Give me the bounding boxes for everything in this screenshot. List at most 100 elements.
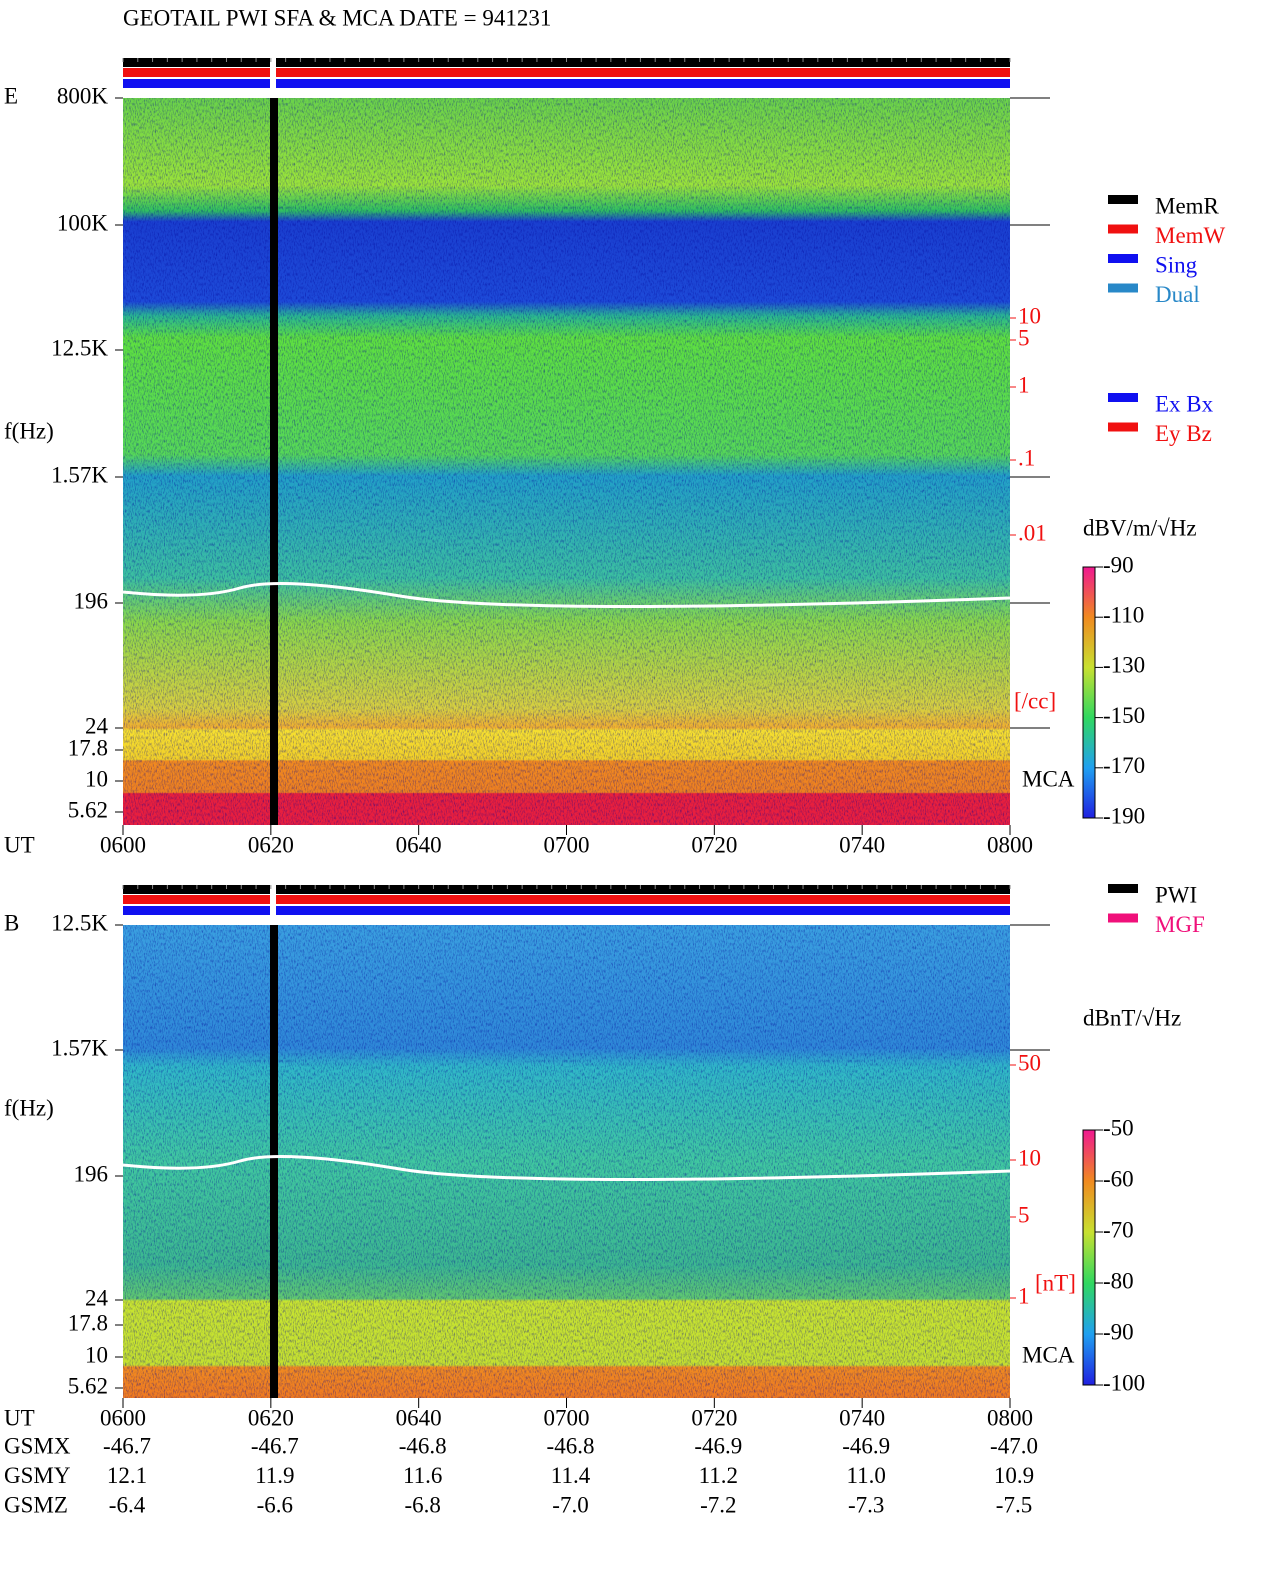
orbit-label: GSMY — [4, 1463, 71, 1488]
status-bar-blue — [123, 906, 1010, 915]
colorbar-unit: dBnT/√Hz — [1083, 1005, 1181, 1030]
status-bar-black — [123, 58, 1010, 67]
orbit-value: 12.1 — [107, 1463, 147, 1488]
density-tick-label: 5 — [1018, 325, 1030, 350]
data-gap — [270, 925, 278, 1398]
y-axis-label: f(Hz) — [4, 418, 54, 443]
colorbar-tick-label: -80 — [1103, 1268, 1134, 1293]
status-bar-blue — [123, 79, 1010, 88]
density-unit: [nT] — [1035, 1270, 1076, 1295]
x-tick-label: 0640 — [396, 1405, 442, 1430]
y-tick-label: 12.5K — [51, 335, 108, 360]
density-tick-label: 10 — [1018, 303, 1041, 328]
legend-label: Dual — [1155, 282, 1200, 307]
y-tick-label: 12.5K — [51, 910, 108, 935]
status-bar-black — [123, 885, 1010, 894]
colorbar-tick-label: -190 — [1103, 803, 1145, 828]
colorbar-tick-label: -150 — [1103, 703, 1145, 728]
orbit-value: -7.3 — [848, 1492, 884, 1517]
y-tick-label: 17.8 — [68, 1310, 108, 1335]
density-tick-label: 5 — [1018, 1202, 1030, 1227]
y-tick-label: 17.8 — [68, 735, 108, 760]
status-bar-red — [123, 895, 1010, 904]
data-gap — [270, 98, 278, 825]
y-tick-label: 1.57K — [51, 1035, 108, 1060]
colorbar — [1082, 566, 1096, 819]
x-axis-label: UT — [4, 832, 35, 857]
legend-swatch — [1108, 393, 1138, 402]
legend-swatch — [1108, 913, 1138, 923]
orbit-value: -6.4 — [109, 1492, 146, 1517]
y-tick-label: 10 — [85, 766, 108, 791]
plasma-line — [122, 1155, 1011, 1182]
legend-label: MemR — [1155, 193, 1220, 218]
orbit-value: -7.0 — [552, 1492, 588, 1517]
orbit-value: 11.9 — [255, 1463, 294, 1488]
orbit-value: 10.9 — [994, 1463, 1034, 1488]
x-tick-label: 0720 — [691, 1405, 737, 1430]
legend-label: MemW — [1155, 223, 1226, 248]
mca-label: MCA — [1022, 766, 1075, 791]
orbit-value: -6.8 — [404, 1492, 440, 1517]
legend-swatch — [1108, 884, 1138, 893]
orbit-value: 11.0 — [846, 1463, 885, 1488]
orbit-label: GSMX — [4, 1433, 71, 1458]
status-gap — [270, 58, 276, 88]
density-tick-label: 1 — [1018, 372, 1030, 397]
legend-label: Sing — [1155, 252, 1198, 277]
legend-label: MGF — [1155, 912, 1205, 937]
title: GEOTAIL PWI SFA & MCA DATE = 941231 — [123, 5, 551, 30]
y-tick-label: 800K — [57, 83, 109, 108]
density-tick-label: 1 — [1018, 1283, 1030, 1308]
density-unit: [/cc] — [1014, 688, 1056, 713]
x-tick-label: 0720 — [691, 832, 737, 857]
legend-label: Ex Bx — [1155, 391, 1214, 416]
x-tick-label: 0740 — [839, 1405, 885, 1430]
y-tick-label: 5.62 — [68, 797, 108, 822]
orbit-value: -46.9 — [694, 1433, 742, 1458]
x-tick-label: 0700 — [544, 1405, 590, 1430]
y-tick-label: 10 — [85, 1342, 108, 1367]
colorbar-tick-label: -50 — [1103, 1115, 1134, 1140]
colorbar-tick-label: -100 — [1103, 1370, 1145, 1395]
orbit-value: 11.6 — [403, 1463, 442, 1488]
x-tick-label: 0800 — [987, 1405, 1033, 1430]
status-gap — [270, 885, 276, 915]
colorbar-tick-label: -170 — [1103, 753, 1145, 778]
x-axis-label: UT — [4, 1405, 35, 1430]
x-tick-label: 0620 — [248, 1405, 294, 1430]
orbit-value: -46.8 — [399, 1433, 447, 1458]
orbit-value: 11.2 — [699, 1463, 738, 1488]
x-tick-label: 0800 — [987, 832, 1033, 857]
y-tick-label: 5.62 — [68, 1373, 108, 1398]
orbit-value: -7.2 — [700, 1492, 736, 1517]
legend-swatch — [1108, 254, 1138, 263]
y-axis-label: f(Hz) — [4, 1095, 54, 1120]
orbit-value: 11.4 — [551, 1463, 591, 1488]
x-tick-label: 0740 — [839, 832, 885, 857]
y-tick-label: 196 — [74, 1161, 109, 1186]
legend-swatch — [1108, 422, 1138, 432]
spectrogram-texture — [123, 98, 1010, 825]
colorbar-tick-label: -130 — [1103, 653, 1145, 678]
density-tick-label: .01 — [1018, 520, 1047, 545]
plasma-line — [122, 582, 1011, 609]
orbit-value: -46.7 — [103, 1433, 151, 1458]
x-tick-label: 0700 — [544, 832, 590, 857]
y-tick-label: 1.57K — [51, 462, 108, 487]
y-tick-label: 100K — [57, 210, 109, 235]
panel-label: B — [4, 910, 19, 935]
legend-swatch — [1108, 283, 1138, 293]
y-tick-label: 196 — [74, 588, 109, 613]
y-tick-label: 24 — [85, 713, 109, 738]
legend-swatch — [1108, 224, 1138, 234]
colorbar-tick-label: -90 — [1103, 1319, 1134, 1344]
y-tick-label: 24 — [85, 1285, 109, 1310]
legend-swatch — [1108, 195, 1138, 204]
panel-label: E — [4, 83, 18, 108]
orbit-value: -6.6 — [257, 1492, 293, 1517]
legend-label: PWI — [1155, 882, 1197, 907]
x-tick-label: 0640 — [396, 832, 442, 857]
colorbar-tick-label: -110 — [1103, 602, 1144, 627]
